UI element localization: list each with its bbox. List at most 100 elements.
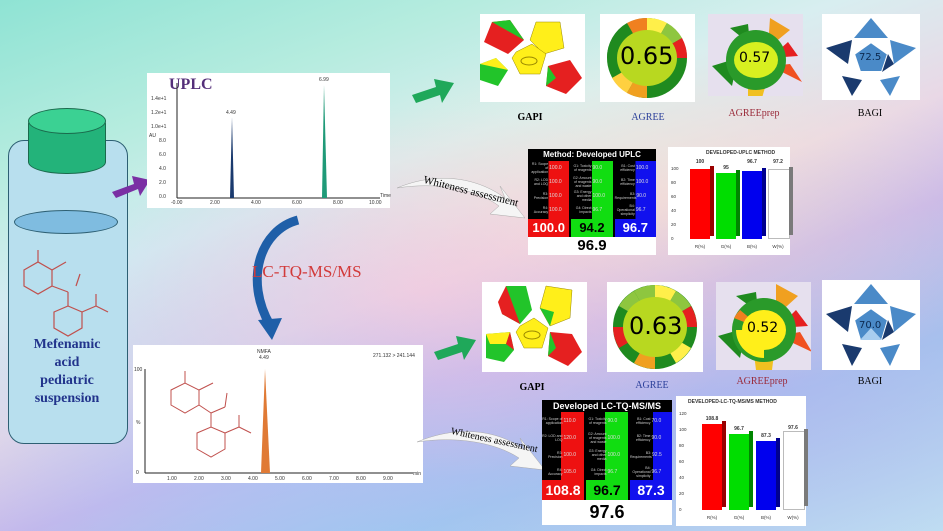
bar-value: 97.6: [788, 425, 798, 431]
bar-value: 97.2: [773, 159, 783, 165]
x-tick: 6.00: [292, 200, 302, 206]
bagi-pictogram: 72.5: [822, 14, 920, 100]
agreeprep-pictogram: 0.57: [708, 14, 803, 98]
criterion-value: 120.0: [563, 434, 577, 441]
criterion-value: 100.0: [549, 165, 562, 171]
criterion: R1: Scope of application: [542, 416, 563, 425]
criterion-value: 100.0: [592, 193, 605, 199]
whiteness-arrow-icon: [396, 178, 526, 219]
criterion: G3: Energy and other media: [573, 190, 592, 202]
y-tick: 0: [136, 470, 139, 476]
agree-score: 0.63: [629, 312, 683, 340]
bar-value: 108.8: [705, 416, 719, 422]
criterion-value: 90.0: [592, 165, 603, 171]
bagi-label: BAGI: [857, 108, 883, 119]
gapi-pictogram: [482, 282, 587, 372]
y-tick: 20: [679, 491, 685, 496]
x-axis-label: Time: [380, 193, 391, 199]
criterion-value: 100.0: [607, 434, 621, 441]
criterion: R3: Precision: [548, 450, 563, 459]
label-line: suspension: [34, 391, 100, 406]
peak-label: 6.99: [319, 77, 329, 83]
blue-score: 87.3: [630, 480, 672, 500]
agreeprep-label: AGREEprep: [728, 108, 780, 119]
x-tick: 6.00: [302, 476, 312, 482]
peak-name: NMFA: [257, 349, 271, 355]
y-tick: 0: [679, 507, 682, 512]
lower-rgb-bar-chart: DEVELOPED-LC-TQ-MS/MS METHOD 0 20 40 60 …: [676, 396, 808, 526]
criterion-value: 96.7: [592, 207, 603, 213]
green-column: G1: Toxicity of reagents 90.0 G2: Amount …: [571, 161, 613, 219]
x-tick: 1.00: [167, 476, 177, 482]
x-tick: 2.00: [194, 476, 204, 482]
blue-column: B1: Cost efficiency 100.0 B2: Time effici…: [614, 161, 656, 219]
criterion-value: 90.0: [607, 417, 618, 424]
x-tick: 4.00: [251, 200, 261, 206]
agree-label: AGREE: [635, 380, 669, 391]
criterion-value: 100.0: [635, 179, 649, 185]
criterion-value: 100.0: [549, 207, 562, 213]
bar-r: [702, 421, 726, 510]
criterion: R3: Precision: [533, 192, 549, 200]
red-column: R1: Scope of application 100.0 R2: LOD an…: [528, 161, 570, 219]
bagi-pictogram: 70.0: [822, 280, 920, 370]
bagi-score: 72.5: [859, 52, 882, 63]
gapi-label: GAPI: [519, 382, 545, 393]
criterion-value: 105.0: [563, 468, 577, 475]
criterion: G1: Toxicity of reagents: [588, 416, 607, 425]
green-arrow-icon: [412, 79, 454, 103]
criterion: R2: LOD and LOQ: [533, 178, 549, 186]
criterion: B1: Cost efficiency: [635, 416, 651, 425]
y-tick: 60: [679, 459, 685, 464]
criterion: B1: Cost efficiency: [620, 164, 635, 172]
y-tick: 1.0e+1: [151, 124, 167, 130]
red-score: 100.0: [528, 219, 570, 237]
green-column: G1: Toxicity of reagents 90.0 G2: Amount …: [586, 412, 628, 480]
criterion-value: 100.0: [607, 451, 621, 458]
y-tick: 4.0: [159, 166, 166, 172]
agree-pictogram: 0.63: [607, 282, 703, 372]
x-category: B(%): [747, 244, 757, 249]
y-tick: 1.2e+1: [151, 110, 167, 116]
x-category: B(%): [761, 515, 771, 520]
bar-value: 100: [695, 159, 705, 165]
lc-tq-ms-label: LC-TQ-MS/MS: [252, 262, 362, 281]
x-tick: 10.00: [369, 200, 382, 206]
purple-arrow-icon: [112, 176, 150, 198]
x-category: W(%): [787, 515, 799, 520]
x-tick: 3.00: [221, 476, 231, 482]
label-line: pediatric: [40, 373, 94, 388]
criterion: R2: LOD and LOQ: [542, 433, 563, 442]
curved-blue-arrow-icon: [252, 215, 300, 340]
agree-score: 0.65: [620, 42, 674, 70]
agreeprep-score: 0.52: [747, 320, 779, 336]
agree-label: AGREE: [631, 112, 665, 123]
criterion: R1: Scope of application: [531, 162, 549, 174]
criterion: R4: Accuracy: [548, 467, 563, 476]
chart-title: DEVELOPED-UPLC METHOD: [706, 150, 776, 156]
criterion: B3: Requirements: [630, 450, 652, 459]
criterion-value: 100.0: [635, 165, 649, 171]
bottle-liquid: [14, 210, 118, 234]
bar-value: 95: [723, 165, 729, 171]
bagi-label: BAGI: [857, 376, 883, 387]
bar-w: [783, 429, 808, 510]
criterion: B4: Operational simplicity: [616, 204, 635, 216]
upper-rgb-bar-chart: DEVELOPED-UPLC METHOD 0 20 40 60 80 100 …: [668, 147, 793, 255]
y-tick: 100: [134, 367, 143, 373]
bar-value: 87.3: [761, 433, 771, 439]
chart-title: DEVELOPED-LC-TQ-MS/MS METHOD: [688, 399, 777, 405]
bar-b: [742, 168, 766, 239]
y-tick: 6.0: [159, 152, 166, 158]
criterion-value: 96.7: [607, 468, 618, 475]
blue-score: 96.7: [614, 219, 656, 237]
bottle-cap-top: [28, 108, 106, 134]
upper-rgb-model-table: Method: Developed UPLC R1: Scope of appl…: [528, 149, 656, 255]
y-tick: 1.4e+1: [151, 96, 167, 102]
criterion: G3: Energy and other media: [588, 448, 607, 461]
green-score: 96.7: [586, 480, 628, 500]
x-axis-label: min: [413, 471, 422, 477]
criterion: R4: Accuracy: [533, 206, 549, 214]
x-category: G(%): [733, 515, 745, 520]
criterion-value: 92.5: [652, 451, 662, 458]
